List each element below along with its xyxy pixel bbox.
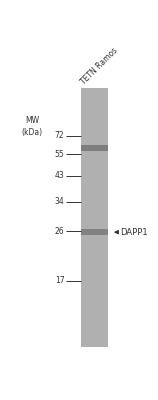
Text: 26: 26 [55, 227, 64, 236]
Text: 72: 72 [55, 131, 64, 140]
Bar [81, 229, 108, 235]
Text: 34: 34 [55, 198, 64, 206]
Text: DAPP1: DAPP1 [120, 228, 148, 237]
Bar [81, 145, 108, 152]
Text: TETN Ramos: TETN Ramos [79, 46, 119, 86]
Bar [81, 88, 108, 347]
Text: 55: 55 [55, 150, 64, 159]
Text: 17: 17 [55, 276, 64, 285]
Text: 43: 43 [55, 171, 64, 180]
Text: MW
(kDa): MW (kDa) [21, 116, 43, 136]
